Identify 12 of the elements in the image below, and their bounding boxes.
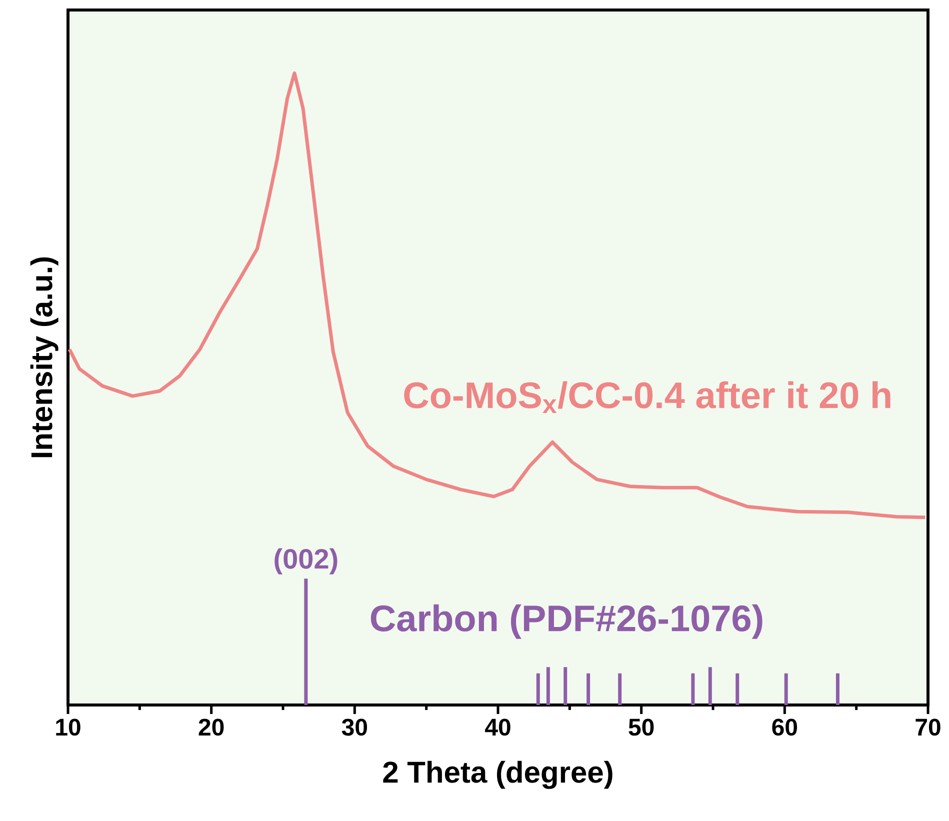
- x-tick-label: 20: [198, 718, 224, 736]
- series-label: Carbon (PDF#26-1076): [370, 604, 762, 639]
- x-tick-label: 10: [56, 718, 80, 736]
- x-tick-label: 70: [916, 718, 940, 736]
- x-tick-label: 40: [485, 718, 510, 736]
- x-tick-label: 30: [342, 718, 368, 736]
- x-axis-title: 2 Theta (degree): [383, 760, 612, 789]
- x-tick-label: 50: [628, 718, 654, 736]
- series-label: Co-MoS$_{x}$/CC-0.4 after it 20 h: [404, 381, 890, 413]
- y-axis-title: Intensity (a.u.): [30, 257, 58, 458]
- x-tick-label: 60: [772, 718, 798, 736]
- annotation: (002): [274, 548, 338, 574]
